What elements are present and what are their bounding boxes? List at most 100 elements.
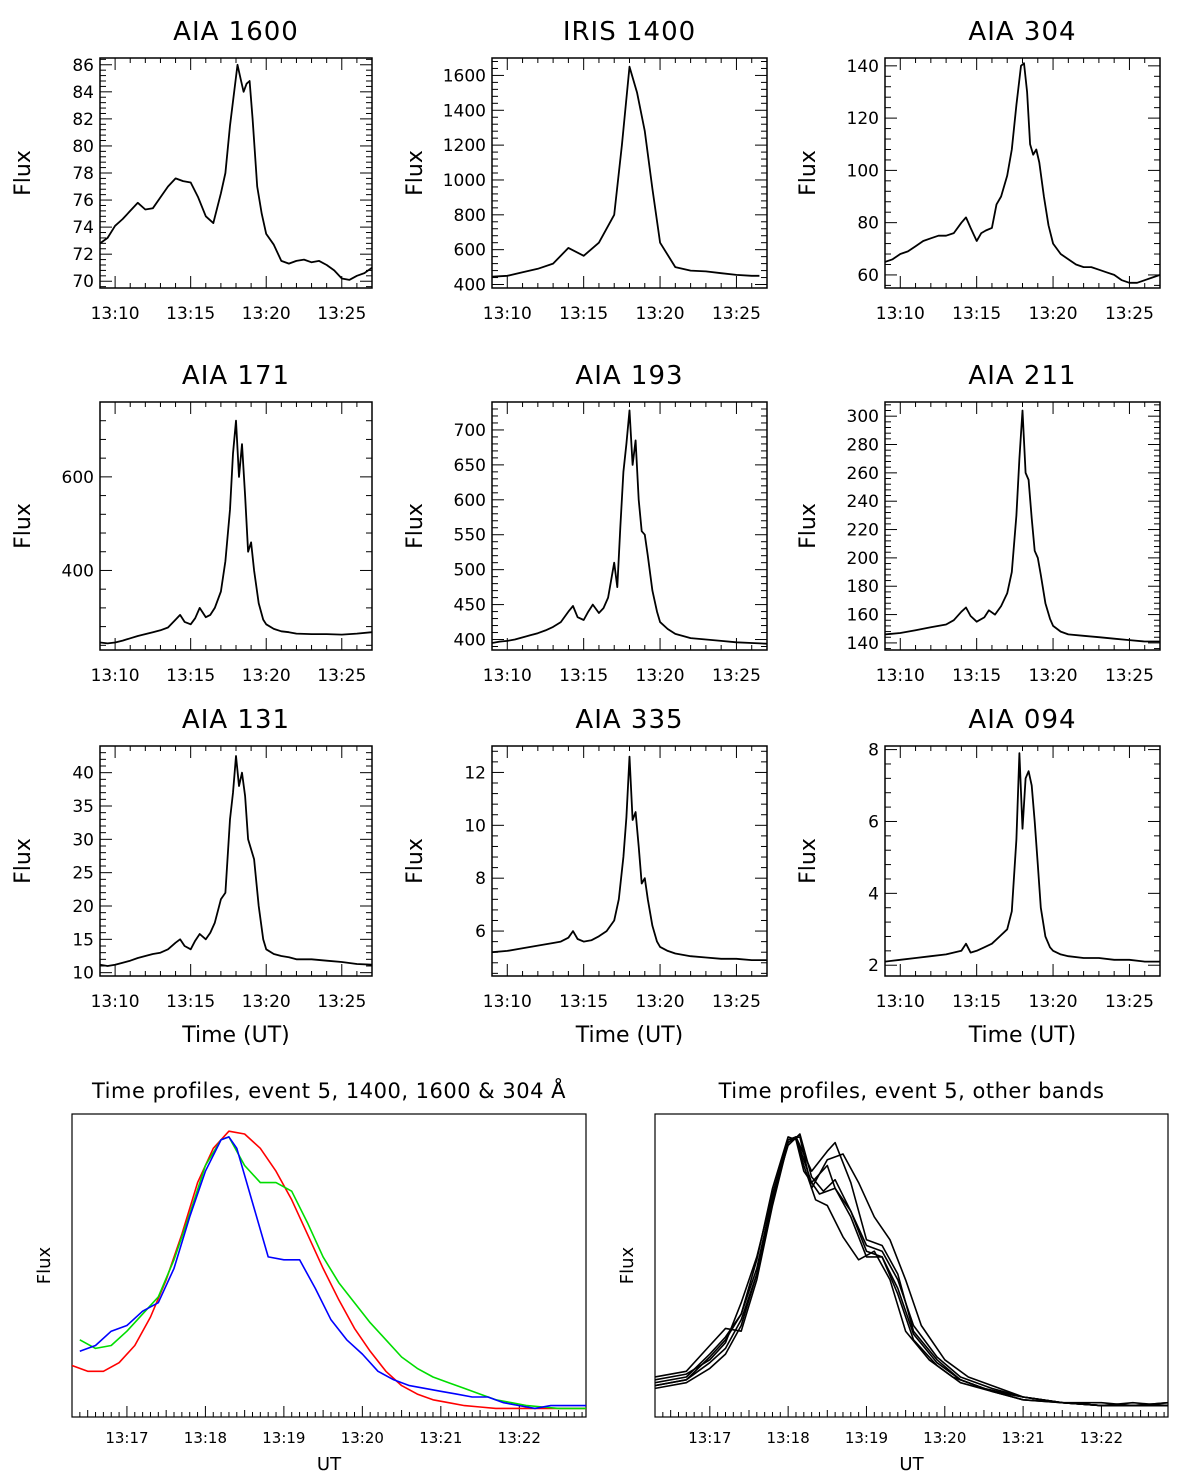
y-tick-label: 400 [62, 561, 94, 581]
series-line-1 [885, 752, 1160, 963]
plot-frame [654, 1113, 1169, 1418]
x-tick-label: 13:19 [262, 1429, 305, 1447]
x-tick-label: 13:10 [91, 666, 140, 686]
y-tick-label: 120 [847, 109, 879, 129]
series-line-1 [100, 63, 372, 281]
x-tick-label: 13:20 [341, 1429, 384, 1447]
y-tick-label: 25 [72, 864, 94, 884]
y-tick-label: 140 [847, 634, 879, 654]
y-tick-label: 72 [72, 245, 94, 265]
x-tick-label: 13:20 [1029, 992, 1078, 1012]
series-line-1 [492, 755, 767, 961]
y-tick-label: 600 [62, 468, 94, 488]
y-axis-label: Flux [11, 838, 36, 884]
y-tick-label: 200 [847, 549, 879, 569]
y-tick-label: 1200 [443, 136, 486, 156]
panel-title: AIA 304 [968, 17, 1076, 47]
plot-frame [491, 57, 768, 289]
y-tick-label: 35 [72, 797, 94, 817]
y-axis-label: Flux [403, 838, 428, 884]
chart-panel-4: AIA 171 Flux 13:10 13:15 13:20 13:25 400 600 [11, 361, 373, 686]
x-tick-label: 13:21 [419, 1429, 462, 1447]
x-tick-label: 13:17 [105, 1429, 148, 1447]
x-axis-label: Time (UT) [181, 1023, 290, 1048]
y-axis-label: Flux [11, 503, 36, 549]
panel-title: AIA 335 [575, 705, 683, 735]
series-line-1 [100, 755, 372, 967]
series-line-5 [655, 1136, 1168, 1407]
x-tick-label: 13:20 [636, 304, 685, 324]
y-axis-label: Flux [11, 150, 36, 196]
plot-frame [99, 57, 373, 289]
x-axis-label: Time (UT) [575, 1023, 684, 1048]
x-tick-label: 13:22 [1080, 1429, 1123, 1447]
plot-frame [491, 401, 768, 651]
x-tick-label: 13:19 [845, 1429, 888, 1447]
x-tick-label: 13:20 [1029, 304, 1078, 324]
panel-title: AIA 094 [968, 705, 1076, 735]
series-line-4 [655, 1136, 1168, 1407]
series-line-2 [79, 1136, 586, 1410]
y-tick-label: 800 [454, 206, 486, 226]
y-tick-label: 20 [72, 897, 94, 917]
y-tick-label: 550 [454, 526, 486, 546]
series-line-1 [885, 62, 1160, 284]
y-tick-label: 82 [72, 110, 94, 130]
y-tick-label: 12 [464, 763, 486, 783]
y-axis-label: Flux [617, 1246, 638, 1284]
x-tick-label: 13:20 [923, 1429, 966, 1447]
y-tick-label: 15 [72, 930, 94, 950]
y-tick-label: 10 [464, 816, 486, 836]
y-tick-label: 600 [454, 241, 486, 261]
series-line-3 [655, 1136, 1168, 1407]
y-tick-label: 2 [868, 956, 879, 976]
y-tick-label: 86 [72, 56, 94, 76]
y-tick-label: 100 [847, 161, 879, 181]
y-tick-label: 450 [454, 596, 486, 616]
y-tick-label: 240 [847, 492, 879, 512]
panel-title: Time profiles, event 5, 1400, 1600 & 304… [91, 1077, 566, 1103]
x-tick-label: 13:25 [317, 666, 366, 686]
y-tick-label: 600 [454, 491, 486, 511]
x-tick-label: 13:15 [559, 992, 608, 1012]
series-line-1 [492, 409, 767, 645]
y-tick-label: 400 [454, 631, 486, 651]
panel-title: AIA 171 [182, 361, 290, 391]
series-line-6 [655, 1133, 1168, 1407]
y-tick-label: 10 [72, 964, 94, 984]
x-tick-label: 13:25 [712, 304, 761, 324]
y-tick-label: 500 [454, 561, 486, 581]
x-tick-label: 13:20 [1029, 666, 1078, 686]
x-tick-label: 13:20 [242, 992, 291, 1012]
y-tick-label: 1400 [443, 101, 486, 121]
x-tick-label: 13:25 [317, 304, 366, 324]
chart-panel-8: AIA 335 Flux Time (UT) 13:10 13:15 13:20 13:25… [403, 705, 768, 1048]
y-tick-label: 78 [72, 164, 94, 184]
y-tick-label: 220 [847, 521, 879, 541]
x-tick-label: 13:20 [242, 666, 291, 686]
plot-frame [71, 1113, 587, 1418]
x-axis-label: UT [899, 1454, 924, 1475]
x-tick-label: 13:20 [242, 304, 291, 324]
x-tick-label: 13:25 [1105, 304, 1154, 324]
y-tick-label: 70 [72, 272, 94, 292]
panel-title: Time profiles, event 5, other bands [718, 1079, 1105, 1103]
panel-title: AIA 1600 [173, 17, 299, 47]
x-tick-label: 13:15 [952, 992, 1001, 1012]
chart-panel-7: AIA 131 Flux Time (UT) 13:10 13:15 13:20 13:25… [11, 705, 373, 1048]
chart-panel-9: AIA 094 Flux Time (UT) 13:10 13:15 13:20 13:25… [796, 705, 1161, 1048]
chart-panel-11: Time profiles, event 5, other bands Flux U… [617, 1079, 1169, 1475]
y-tick-label: 700 [454, 421, 486, 441]
x-tick-label: 13:25 [712, 992, 761, 1012]
series-line-1 [492, 65, 760, 278]
y-axis-label: Flux [796, 838, 821, 884]
y-tick-label: 140 [847, 57, 879, 77]
y-tick-label: 4 [868, 884, 879, 904]
x-tick-label: 13:25 [317, 992, 366, 1012]
series-line-2 [655, 1136, 1168, 1407]
x-tick-label: 13:15 [559, 666, 608, 686]
panel-title: AIA 211 [968, 361, 1076, 391]
y-axis-label: Flux [403, 150, 428, 196]
y-tick-label: 30 [72, 830, 94, 850]
y-tick-label: 260 [847, 464, 879, 484]
